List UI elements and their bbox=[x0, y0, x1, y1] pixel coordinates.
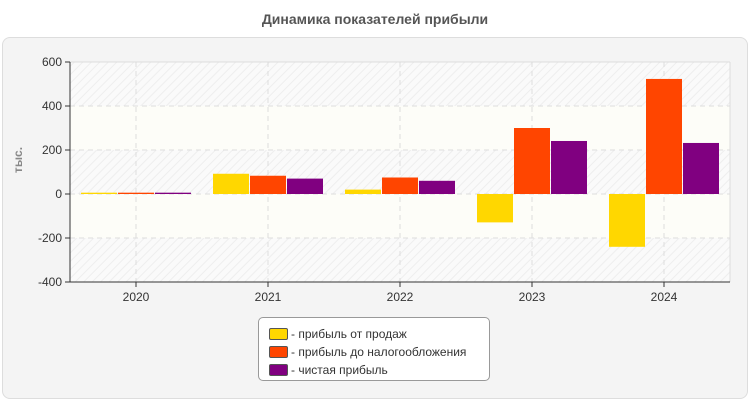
x-tick-label: 2020 bbox=[123, 290, 150, 304]
legend-item[interactable]: - прибыль до налогообложения bbox=[269, 343, 489, 361]
bar bbox=[118, 192, 154, 194]
y-tick-label: -200 bbox=[38, 231, 62, 245]
bar bbox=[213, 173, 249, 194]
bar bbox=[345, 189, 381, 194]
x-tick-label: 2024 bbox=[651, 290, 678, 304]
y-tick-label: 200 bbox=[42, 143, 62, 157]
bar bbox=[155, 192, 191, 194]
bar bbox=[551, 140, 587, 194]
x-tick-label: 2022 bbox=[387, 290, 414, 304]
bar bbox=[609, 194, 645, 247]
legend-item[interactable]: - чистая прибыль bbox=[269, 361, 489, 379]
legend-label: - прибыль до налогообложения bbox=[291, 345, 467, 359]
chart-title: Динамика показателей прибыли bbox=[261, 11, 489, 27]
legend-swatch bbox=[269, 346, 288, 358]
bar bbox=[514, 128, 550, 194]
legend-item[interactable]: - прибыль от продаж bbox=[269, 325, 489, 343]
bar bbox=[683, 142, 719, 194]
bar bbox=[287, 178, 323, 194]
legend: - прибыль от продаж - прибыль до налогооб… bbox=[258, 317, 490, 381]
x-tick-label: 2023 bbox=[519, 290, 546, 304]
legend-label: - прибыль от продаж bbox=[291, 327, 407, 341]
bar bbox=[646, 78, 682, 194]
y-axis-label: тыс. bbox=[11, 147, 25, 173]
bar bbox=[477, 194, 513, 223]
legend-swatch bbox=[269, 364, 288, 376]
legend-swatch bbox=[269, 328, 288, 340]
bar bbox=[81, 192, 117, 194]
bar bbox=[382, 177, 418, 194]
y-tick-label: 600 bbox=[42, 55, 62, 69]
y-tick-label: -400 bbox=[38, 275, 62, 289]
y-tick-label: 0 bbox=[55, 187, 62, 201]
bar bbox=[419, 180, 455, 194]
y-tick-label: 400 bbox=[42, 99, 62, 113]
legend-label: - чистая прибыль bbox=[291, 363, 388, 377]
x-tick-label: 2021 bbox=[255, 290, 282, 304]
bar bbox=[250, 175, 286, 194]
